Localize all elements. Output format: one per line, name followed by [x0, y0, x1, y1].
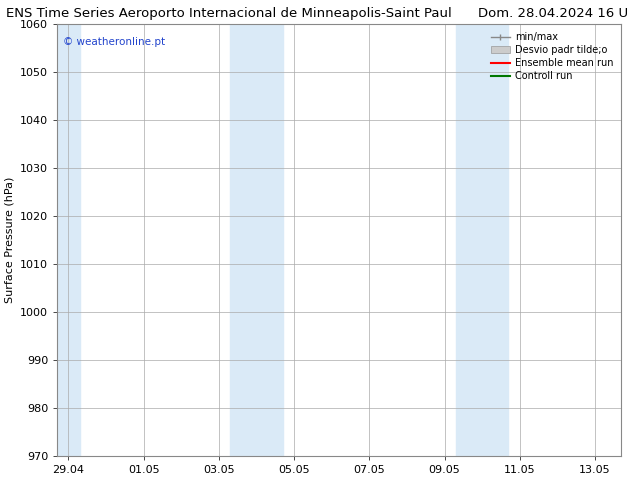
Bar — [482, 24, 508, 456]
Text: © weatheronline.pt: © weatheronline.pt — [63, 37, 165, 48]
Bar — [57, 24, 80, 456]
Bar — [230, 24, 256, 456]
Bar — [456, 24, 482, 456]
Bar — [256, 24, 283, 456]
Legend: min/max, Desvio padr tilde;o, Ensemble mean run, Controll run: min/max, Desvio padr tilde;o, Ensemble m… — [488, 29, 616, 84]
Y-axis label: Surface Pressure (hPa): Surface Pressure (hPa) — [4, 177, 15, 303]
Text: ENS Time Series Aeroporto Internacional de Minneapolis-Saint Paul: ENS Time Series Aeroporto Internacional … — [6, 7, 452, 21]
Text: Dom. 28.04.2024 16 U: Dom. 28.04.2024 16 U — [477, 7, 628, 21]
